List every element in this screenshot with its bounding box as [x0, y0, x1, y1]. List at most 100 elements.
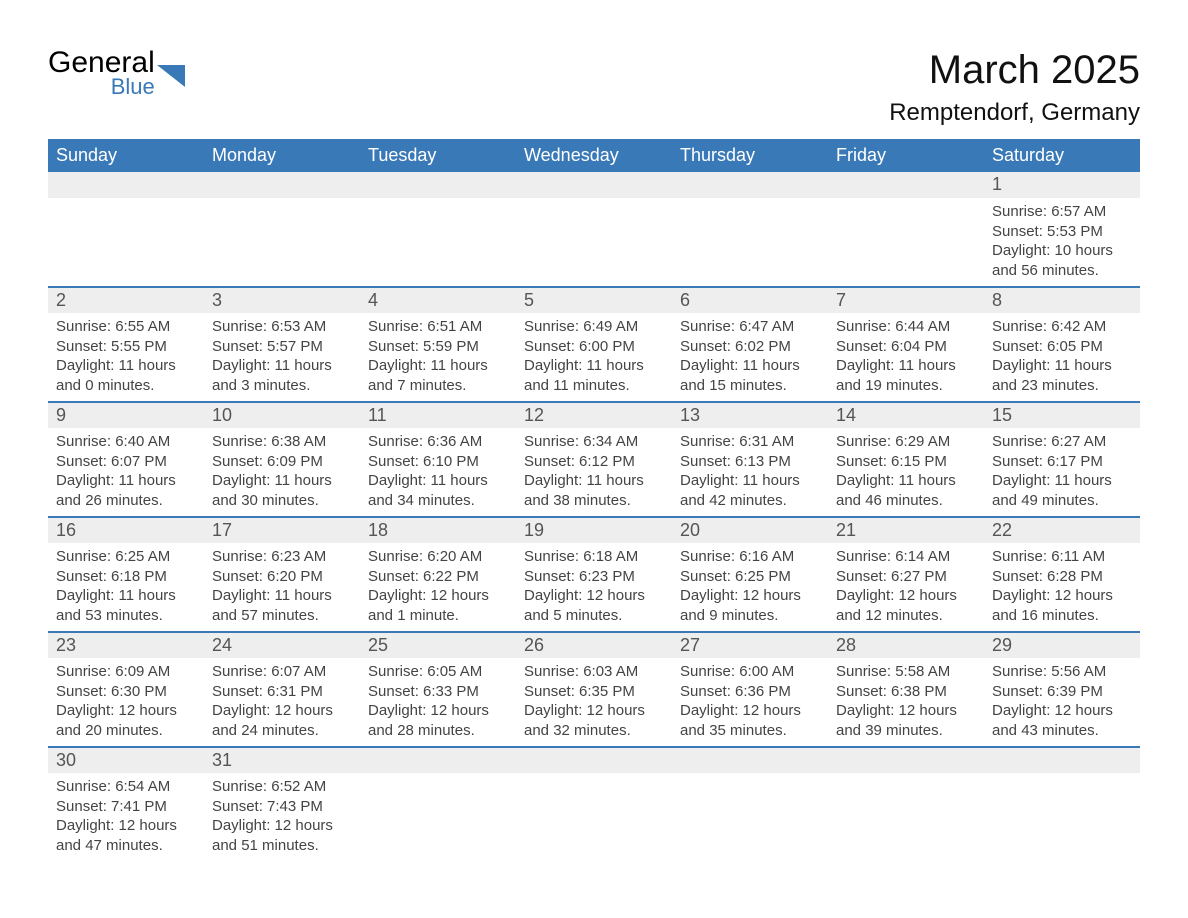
day-number-cell	[672, 172, 828, 198]
day-number-cell: 28	[828, 632, 984, 658]
day-day2: and 47 minutes.	[56, 836, 196, 856]
day-detail-cell: Sunrise: 6:16 AMSunset: 6:25 PMDaylight:…	[672, 543, 828, 632]
calendar-header-row: Sunday Monday Tuesday Wednesday Thursday…	[48, 139, 1140, 172]
title-block: March 2025 Remptendorf, Germany	[889, 48, 1140, 127]
day-sunset: Sunset: 6:33 PM	[368, 682, 508, 702]
day-detail-cell: Sunrise: 6:54 AMSunset: 7:41 PMDaylight:…	[48, 773, 204, 861]
day-day1: Daylight: 11 hours	[680, 356, 820, 376]
day-number-cell: 19	[516, 517, 672, 543]
location-label: Remptendorf, Germany	[889, 99, 1140, 127]
day-sunset: Sunset: 6:36 PM	[680, 682, 820, 702]
day-number-cell: 3	[204, 287, 360, 313]
day-number-cell: 11	[360, 402, 516, 428]
day-sunrise: Sunrise: 6:55 AM	[56, 317, 196, 337]
page-header: General Blue March 2025 Remptendorf, Ger…	[48, 48, 1140, 127]
day-detail-cell: Sunrise: 6:29 AMSunset: 6:15 PMDaylight:…	[828, 428, 984, 517]
day-number-cell: 16	[48, 517, 204, 543]
col-saturday: Saturday	[984, 139, 1140, 172]
week-detail-row: Sunrise: 6:57 AMSunset: 5:53 PMDaylight:…	[48, 198, 1140, 287]
day-number-cell: 6	[672, 287, 828, 313]
day-day1: Daylight: 11 hours	[212, 586, 352, 606]
day-detail-cell: Sunrise: 6:44 AMSunset: 6:04 PMDaylight:…	[828, 313, 984, 402]
day-detail-cell: Sunrise: 6:34 AMSunset: 6:12 PMDaylight:…	[516, 428, 672, 517]
day-detail-cell	[360, 773, 516, 861]
day-number-cell: 25	[360, 632, 516, 658]
day-number-cell	[516, 747, 672, 773]
day-sunset: Sunset: 6:10 PM	[368, 452, 508, 472]
day-day2: and 30 minutes.	[212, 491, 352, 511]
day-number-cell	[672, 747, 828, 773]
day-detail-cell: Sunrise: 6:14 AMSunset: 6:27 PMDaylight:…	[828, 543, 984, 632]
day-day2: and 49 minutes.	[992, 491, 1132, 511]
day-detail-cell: Sunrise: 6:31 AMSunset: 6:13 PMDaylight:…	[672, 428, 828, 517]
day-day1: Daylight: 12 hours	[56, 816, 196, 836]
day-day1: Daylight: 11 hours	[56, 471, 196, 491]
day-day2: and 12 minutes.	[836, 606, 976, 626]
day-detail-cell	[984, 773, 1140, 861]
day-day2: and 3 minutes.	[212, 376, 352, 396]
day-sunset: Sunset: 6:28 PM	[992, 567, 1132, 587]
day-sunrise: Sunrise: 6:18 AM	[524, 547, 664, 567]
day-sunset: Sunset: 5:55 PM	[56, 337, 196, 357]
day-day1: Daylight: 12 hours	[368, 586, 508, 606]
day-sunrise: Sunrise: 6:16 AM	[680, 547, 820, 567]
calendar-body: 1Sunrise: 6:57 AMSunset: 5:53 PMDaylight…	[48, 172, 1140, 861]
day-day1: Daylight: 12 hours	[680, 701, 820, 721]
day-day1: Daylight: 12 hours	[524, 586, 664, 606]
day-number-cell: 15	[984, 402, 1140, 428]
day-number-cell: 9	[48, 402, 204, 428]
day-sunrise: Sunrise: 6:38 AM	[212, 432, 352, 452]
day-day2: and 9 minutes.	[680, 606, 820, 626]
day-day2: and 1 minute.	[368, 606, 508, 626]
day-day2: and 23 minutes.	[992, 376, 1132, 396]
day-day1: Daylight: 12 hours	[368, 701, 508, 721]
day-day1: Daylight: 12 hours	[992, 701, 1132, 721]
day-sunrise: Sunrise: 6:54 AM	[56, 777, 196, 797]
day-day1: Daylight: 11 hours	[56, 586, 196, 606]
day-number-cell: 14	[828, 402, 984, 428]
day-day1: Daylight: 12 hours	[836, 586, 976, 606]
day-sunset: Sunset: 5:59 PM	[368, 337, 508, 357]
day-sunset: Sunset: 6:39 PM	[992, 682, 1132, 702]
day-number-cell: 24	[204, 632, 360, 658]
day-day2: and 43 minutes.	[992, 721, 1132, 741]
day-sunrise: Sunrise: 6:23 AM	[212, 547, 352, 567]
day-day2: and 28 minutes.	[368, 721, 508, 741]
day-day1: Daylight: 12 hours	[992, 586, 1132, 606]
day-day1: Daylight: 11 hours	[56, 356, 196, 376]
day-sunrise: Sunrise: 6:00 AM	[680, 662, 820, 682]
col-monday: Monday	[204, 139, 360, 172]
day-number-cell: 23	[48, 632, 204, 658]
day-number-cell: 13	[672, 402, 828, 428]
day-sunrise: Sunrise: 6:40 AM	[56, 432, 196, 452]
week-detail-row: Sunrise: 6:09 AMSunset: 6:30 PMDaylight:…	[48, 658, 1140, 747]
day-sunset: Sunset: 6:05 PM	[992, 337, 1132, 357]
day-number-cell: 2	[48, 287, 204, 313]
col-tuesday: Tuesday	[360, 139, 516, 172]
day-detail-cell: Sunrise: 6:25 AMSunset: 6:18 PMDaylight:…	[48, 543, 204, 632]
day-sunrise: Sunrise: 6:51 AM	[368, 317, 508, 337]
week-daynum-row: 16171819202122	[48, 517, 1140, 543]
day-day2: and 34 minutes.	[368, 491, 508, 511]
day-day2: and 7 minutes.	[368, 376, 508, 396]
day-number-cell: 12	[516, 402, 672, 428]
day-detail-cell: Sunrise: 6:51 AMSunset: 5:59 PMDaylight:…	[360, 313, 516, 402]
day-number-cell: 10	[204, 402, 360, 428]
brand-triangle-icon	[157, 65, 185, 87]
day-detail-cell	[48, 198, 204, 287]
day-detail-cell: Sunrise: 6:49 AMSunset: 6:00 PMDaylight:…	[516, 313, 672, 402]
week-daynum-row: 3031	[48, 747, 1140, 773]
week-daynum-row: 2345678	[48, 287, 1140, 313]
day-detail-cell: Sunrise: 6:27 AMSunset: 6:17 PMDaylight:…	[984, 428, 1140, 517]
week-daynum-row: 9101112131415	[48, 402, 1140, 428]
day-number-cell: 8	[984, 287, 1140, 313]
day-day1: Daylight: 11 hours	[524, 471, 664, 491]
day-sunset: Sunset: 6:20 PM	[212, 567, 352, 587]
day-day1: Daylight: 11 hours	[836, 471, 976, 491]
day-sunset: Sunset: 6:00 PM	[524, 337, 664, 357]
col-thursday: Thursday	[672, 139, 828, 172]
day-day1: Daylight: 11 hours	[836, 356, 976, 376]
day-day1: Daylight: 12 hours	[212, 816, 352, 836]
day-day1: Daylight: 11 hours	[992, 471, 1132, 491]
day-sunrise: Sunrise: 6:07 AM	[212, 662, 352, 682]
